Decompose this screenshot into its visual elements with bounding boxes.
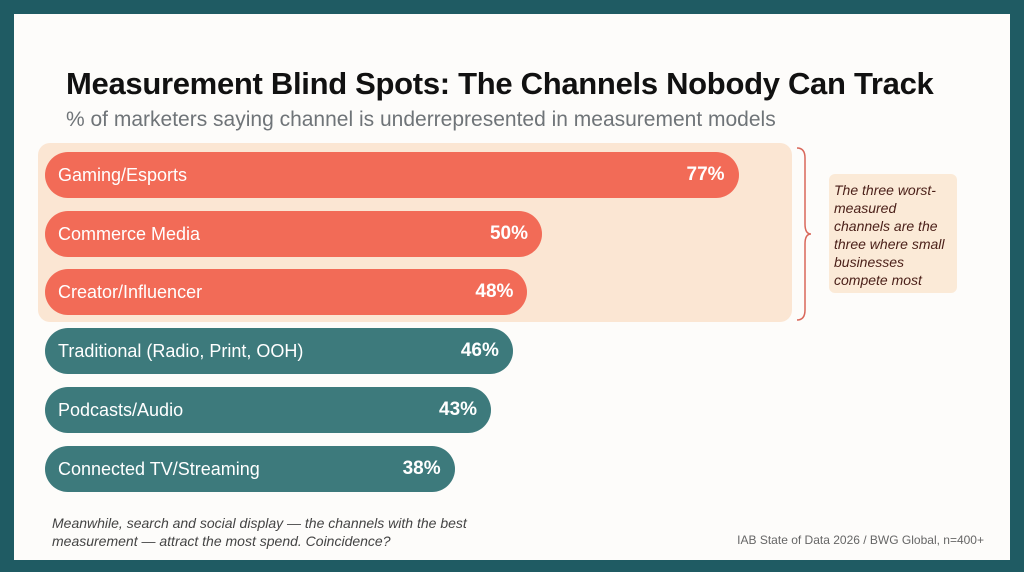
bar-value-label: 38%	[402, 457, 441, 479]
bar-3: Traditional (Radio, Print, OOH) 46%	[45, 328, 513, 375]
bar-label: Commerce Media	[58, 223, 201, 244]
chart-subtitle: % of marketers saying channel is underre…	[66, 108, 776, 131]
bar-label: Creator/Influencer	[58, 282, 203, 303]
bracket-icon	[796, 147, 812, 321]
bar-value-label: 77%	[686, 164, 725, 185]
bar-1: Commerce Media 50%	[45, 210, 542, 257]
bar-label: Gaming/Esports	[58, 165, 188, 185]
bar-5: Connected TV/Streaming 38%	[45, 445, 455, 492]
bar-value-label: 48%	[475, 281, 514, 303]
bar-4: Podcasts/Audio 43%	[45, 386, 492, 433]
annotation-note: The three worst-measured channels are th…	[829, 174, 957, 293]
source-note: IAB State of Data 2026 / BWG Global, n=4…	[737, 533, 984, 547]
bar-label: Podcasts/Audio	[58, 399, 184, 420]
bar-label: Traditional (Radio, Print, OOH)	[58, 341, 304, 362]
bar-value-label: 46%	[460, 340, 499, 362]
bar-value-label: 50%	[489, 222, 528, 244]
bar-label: Connected TV/Streaming	[58, 458, 260, 479]
chart-title: Measurement Blind Spots: The Channels No…	[66, 66, 934, 101]
bar-2: Creator/Influencer 48%	[45, 269, 528, 316]
footnote: Meanwhile, search and social display — t…	[52, 515, 467, 549]
bar-value-label: 43%	[439, 398, 478, 420]
bar-0: Gaming/Esports 77%	[45, 152, 739, 198]
